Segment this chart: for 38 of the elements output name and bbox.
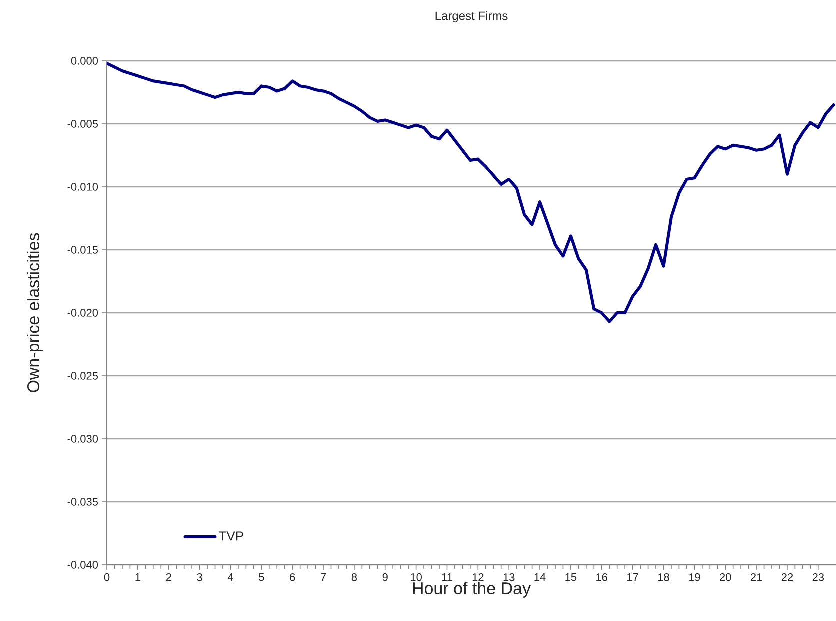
x-tick-label: 2 (166, 574, 172, 582)
x-tick-label: 21 (750, 574, 762, 582)
y-tick-label: -0.020 (68, 309, 98, 317)
x-tick-label: 20 (720, 574, 732, 582)
x-tick-label: 19 (689, 574, 700, 582)
x-tick-label: 15 (566, 574, 577, 582)
x-tick-label: 7 (321, 574, 326, 582)
y-tick-label: -0.010 (68, 183, 98, 191)
y-tick-label: -0.005 (68, 120, 98, 128)
x-tick-label: 1 (136, 574, 140, 582)
x-tick-label: 14 (534, 574, 546, 582)
x-tick-label: 10 (411, 574, 422, 582)
x-tick-label: 12 (472, 574, 484, 582)
y-tick-label: 0.000 (71, 57, 98, 65)
x-tick-label: 5 (259, 574, 264, 582)
y-axis-title: Own-price elasticities (27, 233, 43, 392)
x-tick-label: 22 (782, 574, 794, 582)
legend-label: TVP (219, 532, 244, 541)
x-axis-title: Hour of the Day (413, 582, 531, 598)
x-tick-label: 9 (382, 574, 388, 582)
y-tick-label: -0.035 (68, 498, 98, 506)
chart-title: Largest Firms (436, 11, 508, 23)
y-tick-label: -0.040 (68, 561, 98, 569)
x-tick-label: 23 (812, 574, 824, 582)
line-series (107, 62, 836, 324)
y-tick-label: -0.030 (68, 435, 98, 443)
x-tick-label: 6 (290, 574, 296, 582)
x-tick-label: 3 (197, 574, 202, 582)
x-tick-label: 17 (628, 574, 638, 582)
x-tick-label: 11 (442, 574, 452, 582)
y-tick-label: -0.015 (68, 246, 98, 254)
x-tick-label: 8 (352, 574, 358, 582)
x-tick-label: 16 (596, 574, 608, 582)
x-tick-label: 13 (504, 574, 515, 582)
x-tick-label: 4 (228, 574, 234, 582)
x-tick-label: 18 (658, 574, 670, 582)
y-tick-label: -0.025 (68, 372, 98, 380)
x-tick-label: 0 (104, 574, 110, 582)
